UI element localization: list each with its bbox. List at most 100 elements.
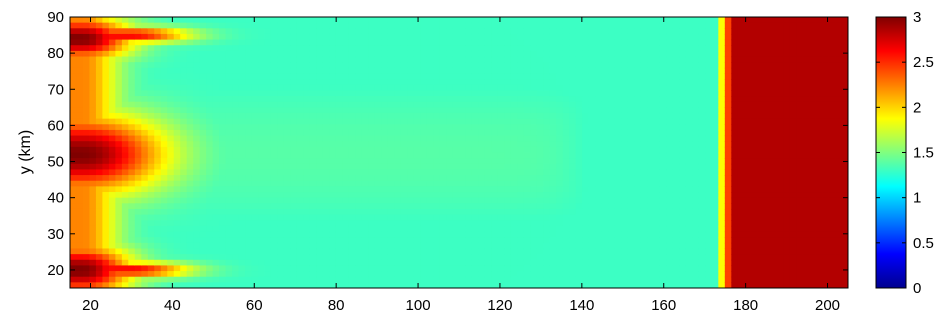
heatmap-cell xyxy=(549,135,557,142)
heatmap-cell xyxy=(232,220,240,227)
heatmap-cell xyxy=(316,56,324,63)
heatmap-cell xyxy=(718,248,726,255)
heatmap-cell xyxy=(426,265,434,272)
heatmap-cell xyxy=(698,141,706,148)
heatmap-cell xyxy=(523,62,531,69)
heatmap-cell xyxy=(510,124,518,131)
heatmap-cell xyxy=(497,107,505,114)
heatmap-cell xyxy=(407,242,415,250)
heatmap-cell xyxy=(316,17,324,24)
heatmap-cell xyxy=(374,214,382,221)
heatmap-cell xyxy=(108,73,116,80)
heatmap-cell xyxy=(193,56,201,63)
heatmap-cell xyxy=(141,112,149,120)
heatmap-cell xyxy=(737,265,745,272)
heatmap-cell xyxy=(556,101,564,108)
heatmap-cell xyxy=(439,242,447,250)
heatmap-cell xyxy=(290,50,298,58)
heatmap-cell xyxy=(510,276,518,283)
heatmap-cell xyxy=(556,62,564,69)
heatmap-cell xyxy=(335,118,343,125)
heatmap-cell xyxy=(316,101,324,108)
heatmap-cell xyxy=(731,22,739,29)
heatmap-cell xyxy=(420,180,428,187)
heatmap-cell xyxy=(400,101,408,108)
heatmap-cell xyxy=(562,237,570,244)
heatmap-cell xyxy=(316,158,324,165)
heatmap-cell xyxy=(452,180,460,187)
heatmap-cell xyxy=(640,96,648,103)
heatmap-cell xyxy=(296,208,304,216)
heatmap-cell xyxy=(627,84,635,91)
heatmap-cell xyxy=(627,152,635,159)
heatmap-cell xyxy=(121,203,129,210)
heatmap-cell xyxy=(465,248,473,255)
heatmap-cell xyxy=(238,146,246,154)
heatmap-cell xyxy=(478,231,486,238)
heatmap-cell xyxy=(199,152,207,159)
heatmap-cell xyxy=(504,152,512,159)
heatmap-cell xyxy=(413,39,421,46)
heatmap-cell xyxy=(329,192,337,199)
heatmap-cell xyxy=(647,237,655,244)
heatmap-cell xyxy=(251,152,259,159)
heatmap-cell xyxy=(186,186,194,193)
heatmap-cell xyxy=(335,146,343,154)
heatmap-cell xyxy=(70,237,78,244)
heatmap-cell xyxy=(595,56,603,63)
heatmap-cell xyxy=(595,28,603,35)
heatmap-cell xyxy=(575,271,583,278)
heatmap-cell xyxy=(193,208,201,216)
heatmap-cell xyxy=(283,118,292,125)
heatmap-cell xyxy=(173,73,181,80)
heatmap-cell xyxy=(212,231,220,238)
heatmap-cell xyxy=(329,271,337,278)
heatmap-cell xyxy=(348,101,356,108)
heatmap-cell xyxy=(82,112,91,120)
heatmap-cell xyxy=(582,271,590,278)
heatmap-cell xyxy=(154,39,162,46)
heatmap-cell xyxy=(562,22,570,29)
heatmap-cell xyxy=(381,84,389,91)
heatmap-cell xyxy=(608,146,616,154)
heatmap-cell xyxy=(601,33,609,41)
heatmap-cell xyxy=(82,22,91,29)
heatmap-cell xyxy=(497,45,505,52)
heatmap-cell xyxy=(549,158,557,165)
heatmap-cell xyxy=(381,146,389,154)
heatmap-cell xyxy=(575,152,583,159)
heatmap-cell xyxy=(627,163,635,171)
heatmap-cell xyxy=(407,101,415,108)
heatmap-cell xyxy=(70,175,78,182)
heatmap-cell xyxy=(128,242,136,250)
heatmap-cell xyxy=(679,197,687,204)
heatmap-cell xyxy=(608,208,616,216)
heatmap-cell xyxy=(361,101,369,108)
heatmap-cell xyxy=(128,180,136,187)
heatmap-cell xyxy=(95,276,104,283)
heatmap-cell xyxy=(361,231,369,238)
heatmap-cell xyxy=(627,39,635,46)
heatmap-cell xyxy=(180,254,188,261)
heatmap-cell xyxy=(342,237,350,244)
heatmap-cell xyxy=(737,112,745,120)
heatmap-cell xyxy=(212,237,220,244)
heatmap-cell xyxy=(608,112,616,120)
heatmap-cell xyxy=(679,96,687,103)
heatmap-cell xyxy=(407,124,415,131)
heatmap-cell xyxy=(245,203,253,210)
heatmap-cell xyxy=(446,214,454,221)
heatmap-cell xyxy=(569,192,577,199)
heatmap-cell xyxy=(76,62,84,69)
heatmap-cell xyxy=(653,17,661,24)
heatmap-cell xyxy=(348,118,356,125)
heatmap-cell xyxy=(698,203,706,210)
heatmap-cell xyxy=(595,39,603,46)
heatmap-cell xyxy=(128,192,136,199)
heatmap-cell xyxy=(270,225,279,233)
heatmap-cell xyxy=(679,282,687,288)
heatmap-cell xyxy=(180,282,188,288)
heatmap-cell xyxy=(491,62,499,69)
heatmap-cell xyxy=(173,180,181,187)
heatmap-cell xyxy=(465,242,473,250)
